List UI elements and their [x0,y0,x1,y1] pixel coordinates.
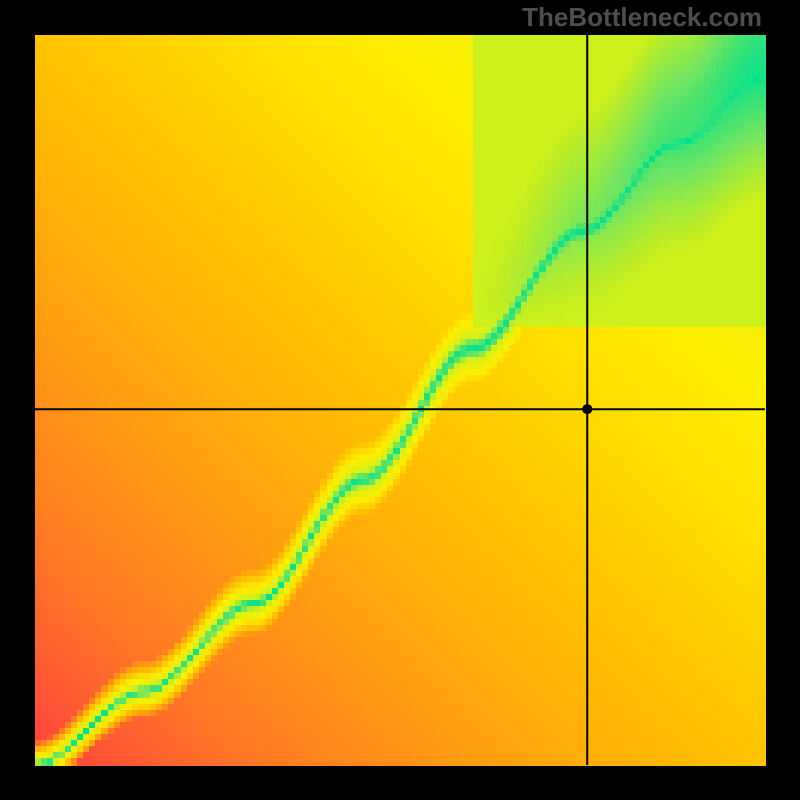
bottleneck-heatmap [0,0,800,800]
watermark-text: TheBottleneck.com [522,2,762,33]
